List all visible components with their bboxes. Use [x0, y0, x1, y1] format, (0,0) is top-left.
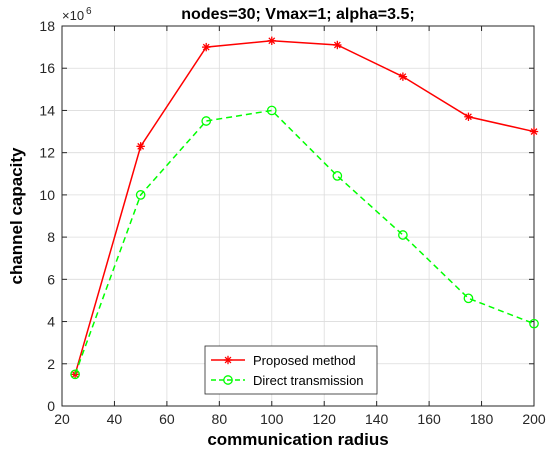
series-line	[74, 109, 535, 375]
y-multiplier-base: ×10	[62, 8, 84, 23]
x-tick-label: 140	[365, 411, 389, 427]
data-point	[135, 190, 146, 200]
x-tick-label: 160	[417, 411, 441, 427]
data-point	[136, 142, 145, 151]
data-point	[223, 375, 233, 385]
y-tick-label: 4	[47, 314, 55, 330]
axis-ticks: 20 40 60 80 100 120 140 160 180 200 0 2 4 6 8 10 12 14 16 1…	[39, 18, 545, 427]
data-point	[267, 36, 276, 45]
data-point	[332, 171, 343, 181]
x-tick-label: 100	[260, 411, 284, 427]
legend-box	[204, 345, 378, 395]
y-tick-label: 18	[39, 18, 55, 34]
data-point	[398, 230, 408, 240]
legend: Proposed method Direct transmission	[204, 345, 378, 395]
data-point	[70, 369, 80, 380]
plot-area	[61, 25, 535, 407]
series-proposed-method	[70, 36, 539, 379]
legend-label: Proposed method	[253, 353, 356, 368]
x-tick-label: 60	[159, 411, 175, 427]
series-line	[74, 40, 535, 375]
y-axis-label: channel capacity	[7, 147, 26, 285]
y-tick-label: 0	[47, 398, 55, 414]
legend-entry: Direct transmission	[211, 373, 364, 388]
data-point	[201, 116, 212, 126]
y-tick-label: 16	[39, 60, 55, 76]
data-point	[398, 72, 408, 81]
x-tick-label: 200	[522, 411, 546, 427]
series-layer	[70, 36, 539, 380]
y-tick-label: 8	[47, 229, 55, 245]
x-tick-label: 120	[313, 411, 337, 427]
data-point	[223, 355, 233, 365]
y-tick-label: 6	[47, 271, 55, 287]
y-axis-multiplier: ×10 6	[62, 6, 92, 23]
x-tick-label: 80	[212, 411, 228, 427]
data-point	[202, 42, 211, 52]
chart-title: nodes=30; Vmax=1; alpha=3.5;	[181, 6, 414, 23]
y-tick-label: 12	[39, 145, 55, 161]
x-tick-label: 40	[107, 411, 123, 427]
y-multiplier-exponent: 6	[86, 6, 92, 17]
data-point	[529, 318, 539, 329]
y-tick-label: 10	[39, 187, 55, 203]
data-point	[463, 293, 474, 304]
legend-label: Direct transmission	[253, 373, 364, 388]
y-tick-label: 14	[39, 102, 55, 118]
series-direct-transmission	[70, 105, 539, 380]
data-point	[333, 40, 342, 50]
x-tick-label: 20	[54, 411, 70, 427]
data-point	[266, 105, 277, 116]
legend-entry: Proposed method	[211, 353, 356, 368]
y-tick-label: 2	[47, 356, 55, 372]
data-point	[464, 112, 473, 121]
data-point	[529, 127, 539, 136]
x-tick-label: 180	[470, 411, 494, 427]
x-axis-label: communication radius	[207, 430, 388, 449]
